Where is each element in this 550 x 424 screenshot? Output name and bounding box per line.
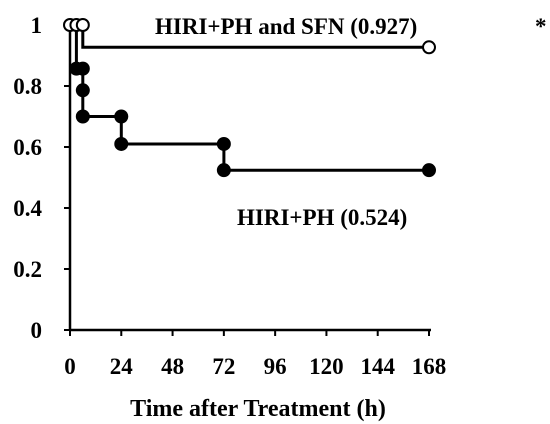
x-axis-title: Time after Treatment (h) bbox=[130, 396, 386, 422]
filled-point-marker bbox=[216, 136, 231, 151]
series-markers bbox=[63, 18, 436, 178]
axes: 0 0.2 0.4 0.6 0.8 1 0 24 48 72 96 120 144 168 bbox=[13, 13, 446, 379]
y-tick-label: 0.4 bbox=[13, 196, 42, 221]
filled-point-marker bbox=[75, 109, 90, 124]
x-tick-label: 120 bbox=[309, 354, 344, 379]
significance-asterisk: * bbox=[535, 14, 547, 39]
filled-point-marker bbox=[114, 109, 129, 124]
x-tick-label: 168 bbox=[412, 354, 447, 379]
filled-point-marker bbox=[75, 83, 90, 98]
x-tick-label: 96 bbox=[264, 354, 287, 379]
series-label-sfn: HIRI+PH and SFN (0.927) bbox=[155, 14, 417, 39]
open-point-marker bbox=[422, 40, 436, 55]
filled-point-marker bbox=[216, 163, 231, 178]
y-tick-label: 0.8 bbox=[13, 74, 42, 99]
y-tick-label: 0.2 bbox=[13, 257, 42, 282]
filled-point-marker bbox=[75, 61, 90, 76]
y-tick-label: 1 bbox=[31, 13, 43, 38]
y-tick-label: 0 bbox=[31, 318, 43, 343]
x-tick-label: 72 bbox=[212, 354, 235, 379]
x-tick-label: 144 bbox=[360, 354, 395, 379]
x-tick-label: 24 bbox=[110, 354, 134, 379]
filled-point-marker bbox=[114, 136, 129, 151]
open-point-marker bbox=[75, 18, 90, 32]
x-tick-label: 48 bbox=[161, 354, 184, 379]
series-label-hiri-ph: HIRI+PH (0.524) bbox=[237, 205, 407, 230]
x-tick-label: 0 bbox=[64, 354, 76, 379]
filled-point-marker bbox=[422, 163, 436, 178]
y-tick-label: 0.6 bbox=[13, 135, 42, 160]
